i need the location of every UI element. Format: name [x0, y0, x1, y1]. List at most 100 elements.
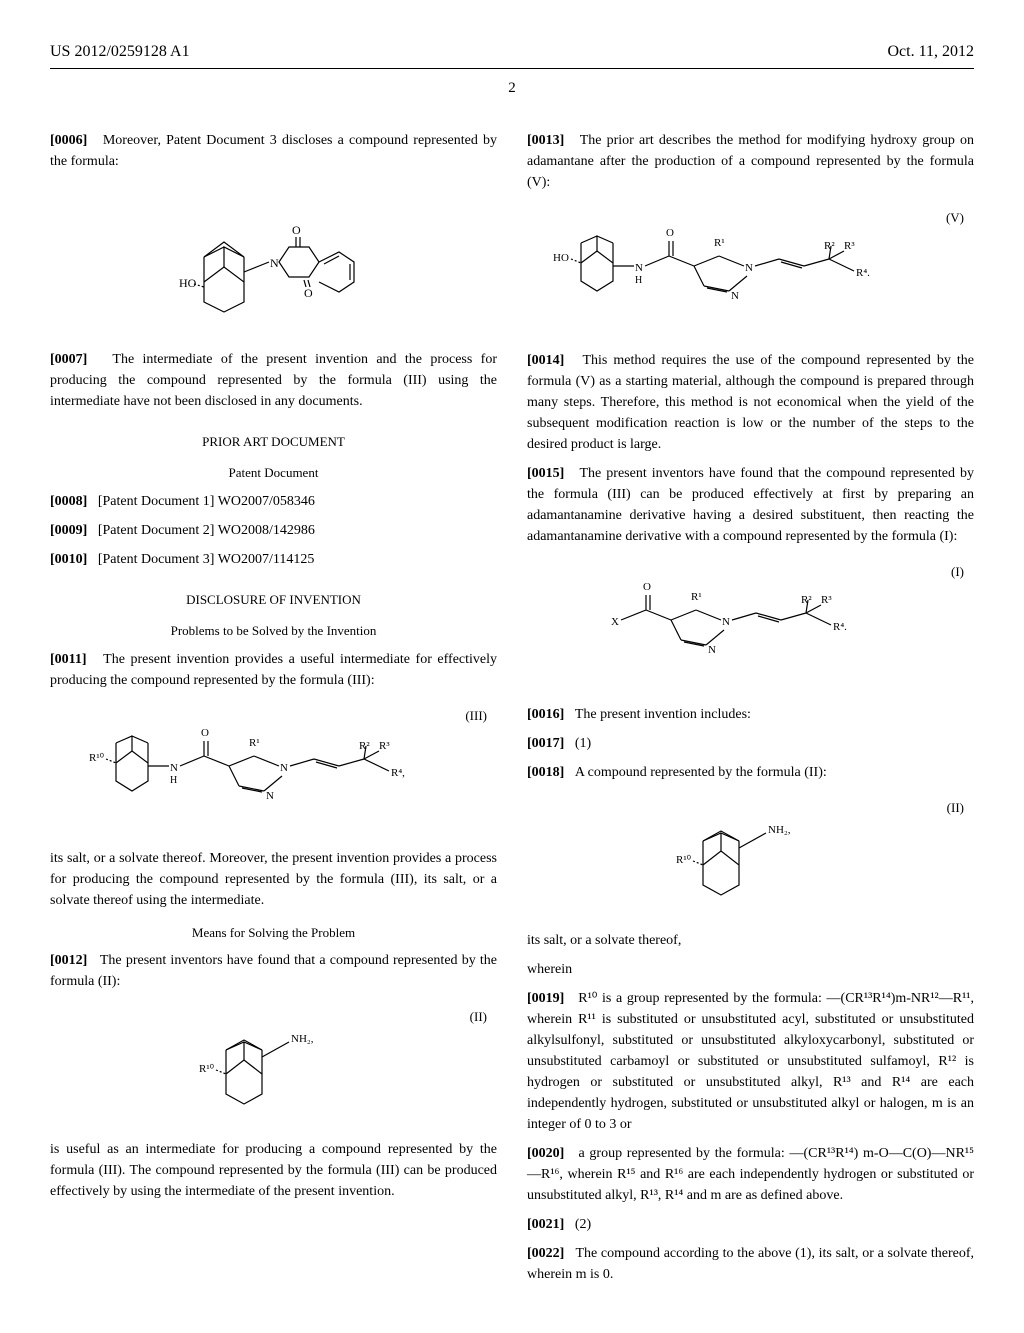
para-0016: [0016] The present invention includes: — [527, 704, 974, 725]
svg-text:R³: R³ — [844, 240, 855, 252]
formula-label-V: (V) — [946, 208, 964, 228]
formula-V-figure: (V) HO N H O R¹ — [527, 213, 974, 330]
svg-text:O: O — [666, 227, 674, 239]
prior-art-heading: PRIOR ART DOCUMENT — [50, 432, 497, 452]
svg-text:R³: R³ — [821, 594, 832, 606]
para-0010: [0010] [Patent Document 3] WO2007/114125 — [50, 549, 497, 570]
para-0007: [0007] The intermediate of the present i… — [50, 349, 497, 412]
chem-structure-II-left: R¹⁰ NH₂, — [184, 1012, 364, 1112]
content-columns: [0006] Moreover, Patent Document 3 discl… — [50, 130, 974, 1293]
disclosure-heading: DISCLOSURE OF INVENTION — [50, 590, 497, 610]
page-number: 2 — [50, 77, 974, 100]
patent-doc-heading: Patent Document — [50, 463, 497, 483]
svg-text:H: H — [635, 275, 642, 286]
means-heading: Means for Solving the Problem — [50, 923, 497, 943]
ref-0015: [0015] — [527, 466, 564, 481]
para-0012: [0012] The present inventors have found … — [50, 950, 497, 992]
svg-text:R²: R² — [359, 740, 370, 752]
svg-text:R³: R³ — [379, 740, 390, 752]
svg-text:NH₂,: NH₂, — [768, 824, 791, 836]
svg-text:N: N — [635, 262, 643, 274]
formula-II-figure-left: (II) R¹⁰ NH₂, — [50, 1012, 497, 1119]
chem-structure-III: R¹⁰ N H O R¹ N — [84, 711, 464, 821]
problems-heading: Problems to be Solved by the Invention — [50, 621, 497, 641]
text-0006: Moreover, Patent Document 3 discloses a … — [50, 133, 497, 169]
publication-date: Oct. 11, 2012 — [887, 40, 974, 64]
para-0015: [0015] The present inventors have found … — [527, 463, 974, 547]
ref-0014: [0014] — [527, 353, 564, 368]
ref-0011: [0011] — [50, 652, 87, 667]
after-II-left-text: is useful as an intermediate for produci… — [50, 1139, 497, 1202]
svg-text:O: O — [201, 727, 209, 739]
chem-structure-V: HO N H O R¹ N — [551, 213, 951, 323]
para-0018: [0018] A compound represented by the for… — [527, 762, 974, 783]
page-header: US 2012/0259128 A1 Oct. 11, 2012 — [50, 40, 974, 69]
chem-structure-1: HO N O O — [174, 192, 374, 322]
svg-text:R⁴.: R⁴. — [856, 267, 870, 279]
formula-label-II-left: (II) — [470, 1007, 487, 1027]
chem-structure-II-right: R¹⁰ NH₂, — [661, 803, 841, 903]
para-0011: [0011] The present invention provides a … — [50, 649, 497, 691]
para-0022: [0022] The compound according to the abo… — [527, 1243, 974, 1285]
svg-text:N: N — [745, 262, 753, 274]
formula-figure-1: HO N O O — [50, 192, 497, 329]
text-0016: The present invention includes: — [575, 707, 751, 722]
text-0009: [Patent Document 2] WO2008/142986 — [98, 523, 315, 538]
text-0017: (1) — [575, 736, 591, 751]
text-0021: (2) — [575, 1217, 591, 1232]
ref-0016: [0016] — [527, 707, 564, 722]
text-0015: The present inventors have found that th… — [527, 466, 974, 544]
chem-structure-I: X O R¹ N N — [591, 567, 911, 677]
para-0014: [0014] This method requires the use of t… — [527, 350, 974, 455]
svg-text:N: N — [731, 290, 739, 302]
svg-text:R¹: R¹ — [249, 737, 260, 749]
text-0011: The present invention provides a useful … — [50, 652, 497, 688]
text-0018: A compound represented by the formula (I… — [575, 765, 827, 780]
svg-text:HO: HO — [179, 276, 197, 290]
svg-text:O: O — [304, 286, 313, 300]
ref-0008: [0008] — [50, 494, 87, 509]
svg-text:R¹⁰: R¹⁰ — [199, 1063, 215, 1075]
svg-text:N: N — [722, 616, 730, 628]
svg-text:N: N — [708, 644, 716, 656]
formula-III-figure: (III) R¹⁰ N H O R¹ — [50, 711, 497, 828]
text-0012: The present inventors have found that a … — [50, 953, 497, 989]
svg-text:R⁴,: R⁴, — [391, 767, 405, 779]
svg-text:R⁴.: R⁴. — [833, 621, 847, 633]
svg-text:N: N — [270, 256, 279, 270]
ref-0018: [0018] — [527, 765, 564, 780]
formula-II-figure-right: (II) R¹⁰ NH₂, — [527, 803, 974, 910]
text-0022: The compound according to the above (1),… — [527, 1246, 974, 1282]
formula-label-III: (III) — [465, 706, 487, 726]
svg-text:R¹: R¹ — [691, 591, 702, 603]
svg-text:R²: R² — [824, 240, 835, 252]
text-0008: [Patent Document 1] WO2007/058346 — [98, 494, 315, 509]
svg-text:HO: HO — [553, 252, 569, 264]
svg-text:O: O — [643, 581, 651, 593]
para-0013: [0013] The prior art describes the metho… — [527, 130, 974, 193]
ref-0012: [0012] — [50, 953, 87, 968]
publication-number: US 2012/0259128 A1 — [50, 40, 190, 64]
svg-text:X: X — [611, 616, 619, 628]
text-0010: [Patent Document 3] WO2007/114125 — [98, 552, 315, 567]
text-0013: The prior art describes the method for m… — [527, 133, 974, 190]
svg-text:N: N — [266, 790, 274, 802]
svg-text:N: N — [280, 762, 288, 774]
text-0014: This method requires the use of the comp… — [527, 353, 974, 452]
right-column: [0013] The prior art describes the metho… — [527, 130, 974, 1293]
para-0008: [0008] [Patent Document 1] WO2007/058346 — [50, 491, 497, 512]
svg-text:N: N — [170, 762, 178, 774]
after-III-text: its salt, or a solvate thereof. Moreover… — [50, 848, 497, 911]
para-0019: [0019] R¹⁰ is a group represented by the… — [527, 988, 974, 1135]
svg-text:H: H — [170, 775, 177, 786]
ref-0009: [0009] — [50, 523, 87, 538]
text-0020: a group represented by the formula: —(CR… — [527, 1146, 974, 1203]
svg-text:R¹: R¹ — [714, 237, 725, 249]
ref-0019: [0019] — [527, 991, 564, 1006]
formula-label-I: (I) — [951, 562, 964, 582]
formula-I-figure: (I) X O R¹ N N — [527, 567, 974, 684]
ref-0017: [0017] — [527, 736, 564, 751]
para-0017: [0017] (1) — [527, 733, 974, 754]
text-0007: The intermediate of the present inventio… — [50, 352, 497, 409]
svg-text:O: O — [292, 223, 301, 237]
